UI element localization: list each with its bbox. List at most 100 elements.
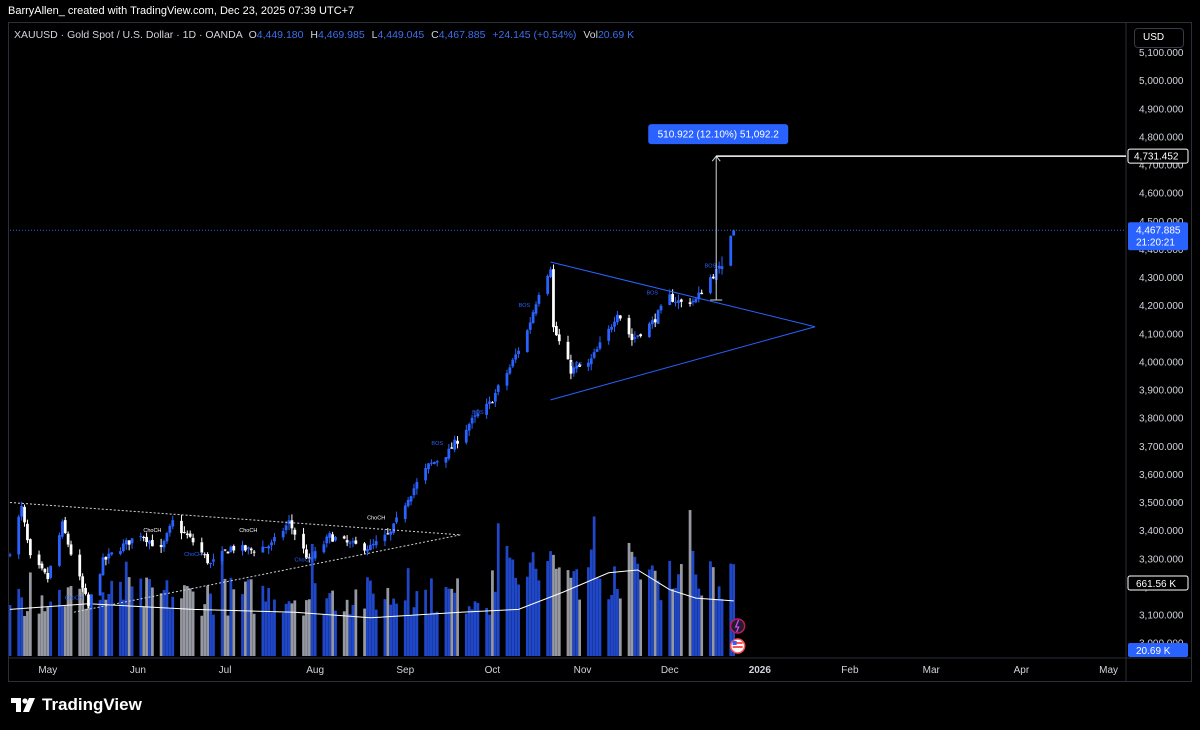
candle-body xyxy=(383,534,387,542)
volume-bar xyxy=(412,607,416,656)
volume-bar xyxy=(636,563,640,656)
volume-value: 20.69 K xyxy=(597,29,635,41)
candle-body xyxy=(374,540,378,546)
candle-body xyxy=(63,520,67,533)
volume-bar xyxy=(331,590,334,656)
candle-body xyxy=(403,505,407,520)
volume-bar xyxy=(653,570,657,656)
currency-button[interactable]: USD xyxy=(1134,28,1184,48)
candle-body xyxy=(110,552,114,555)
candle-body xyxy=(302,533,305,549)
volume-bar xyxy=(226,615,230,656)
candle-body xyxy=(293,529,297,535)
candle-body xyxy=(473,415,477,417)
candle-body xyxy=(630,333,634,340)
structure-annotation: ChoCH xyxy=(143,528,161,534)
volume-label: Vol xyxy=(583,29,598,41)
volume-bar xyxy=(151,587,154,656)
candle-body xyxy=(49,565,53,578)
candle-body xyxy=(650,320,654,325)
open-label: O xyxy=(248,29,257,41)
volume-bar xyxy=(261,585,265,656)
candle-body xyxy=(688,302,692,304)
volume-bar xyxy=(589,549,593,656)
volume-bar xyxy=(549,551,552,656)
candle-body xyxy=(142,537,146,539)
volume-bar xyxy=(613,566,616,656)
volume-bar xyxy=(182,585,186,656)
volume-bar xyxy=(119,581,122,656)
x-tick-label: Nov xyxy=(574,665,592,676)
volume-bar xyxy=(566,570,570,656)
candle-body xyxy=(679,299,683,302)
volume-bar xyxy=(671,588,675,656)
candle-body xyxy=(467,424,471,431)
candle-body xyxy=(322,544,326,553)
candle-body xyxy=(81,576,85,588)
lightning-event-icon[interactable] xyxy=(729,618,746,634)
volume-bar xyxy=(392,598,396,656)
candle-body xyxy=(342,536,346,539)
tradingview-logo: TradingView xyxy=(10,695,142,715)
y-tick-label: 3,600.000 xyxy=(1139,470,1184,481)
candle-body xyxy=(261,546,265,553)
candle-body xyxy=(613,321,616,327)
volume-bar xyxy=(49,601,53,656)
candle-body xyxy=(415,481,419,489)
candle-body xyxy=(406,499,410,507)
candle-body xyxy=(412,488,416,496)
candle-body xyxy=(290,520,294,529)
candle-body xyxy=(720,266,724,270)
volume-bar xyxy=(598,578,602,656)
candle-body xyxy=(456,440,459,444)
candle-body xyxy=(23,506,26,523)
volume-bar xyxy=(508,557,512,656)
volume-bar xyxy=(371,593,375,656)
x-tick-label: Feb xyxy=(841,665,859,676)
candle-body xyxy=(107,553,111,559)
volume-bar xyxy=(569,577,573,656)
candle-body xyxy=(37,554,41,566)
candle-body xyxy=(165,533,169,542)
volume-bar xyxy=(9,604,12,656)
candle-body xyxy=(616,314,619,323)
candle-body xyxy=(677,300,680,303)
candle-body xyxy=(66,533,70,545)
candle-body xyxy=(476,413,480,417)
volume-bar xyxy=(191,591,195,656)
candle-body xyxy=(694,298,698,303)
candle-body xyxy=(209,563,212,565)
candle-body xyxy=(549,269,552,277)
volume-bar xyxy=(656,580,660,656)
candle-body xyxy=(46,573,50,580)
candle-body xyxy=(241,544,244,551)
y-tick-label: 3,300.000 xyxy=(1139,554,1184,565)
volume-bar xyxy=(470,609,474,656)
volume-bar xyxy=(729,563,733,656)
candle-body xyxy=(366,549,369,552)
x-tick-label: Apr xyxy=(1014,665,1030,676)
y-tick-label: 3,800.000 xyxy=(1139,414,1184,425)
structure-annotation: BOS xyxy=(472,410,484,416)
x-tick-label: Mar xyxy=(923,665,941,676)
candle-body xyxy=(610,326,613,330)
candle-body xyxy=(717,265,721,269)
volume-bar xyxy=(345,599,349,656)
candle-body xyxy=(119,551,122,555)
candle-body xyxy=(409,496,413,502)
candle-body xyxy=(121,543,125,552)
structure-annotation: ChoCH xyxy=(65,596,83,602)
y-tick-label: 3,400.000 xyxy=(1139,526,1184,537)
symbol-legend: XAUUSD · Gold Spot / U.S. Dollar · 1D · … xyxy=(14,29,638,41)
structure-annotation: BOS xyxy=(431,441,443,447)
volume-bar xyxy=(26,611,29,656)
candle-body xyxy=(464,429,468,443)
volume-bar xyxy=(37,613,41,656)
candle-body xyxy=(430,462,433,464)
volume-bar xyxy=(290,603,294,656)
volume-bar xyxy=(505,545,509,656)
candle-body xyxy=(386,533,390,535)
candle-body xyxy=(528,322,532,330)
volume-bar xyxy=(165,580,169,656)
